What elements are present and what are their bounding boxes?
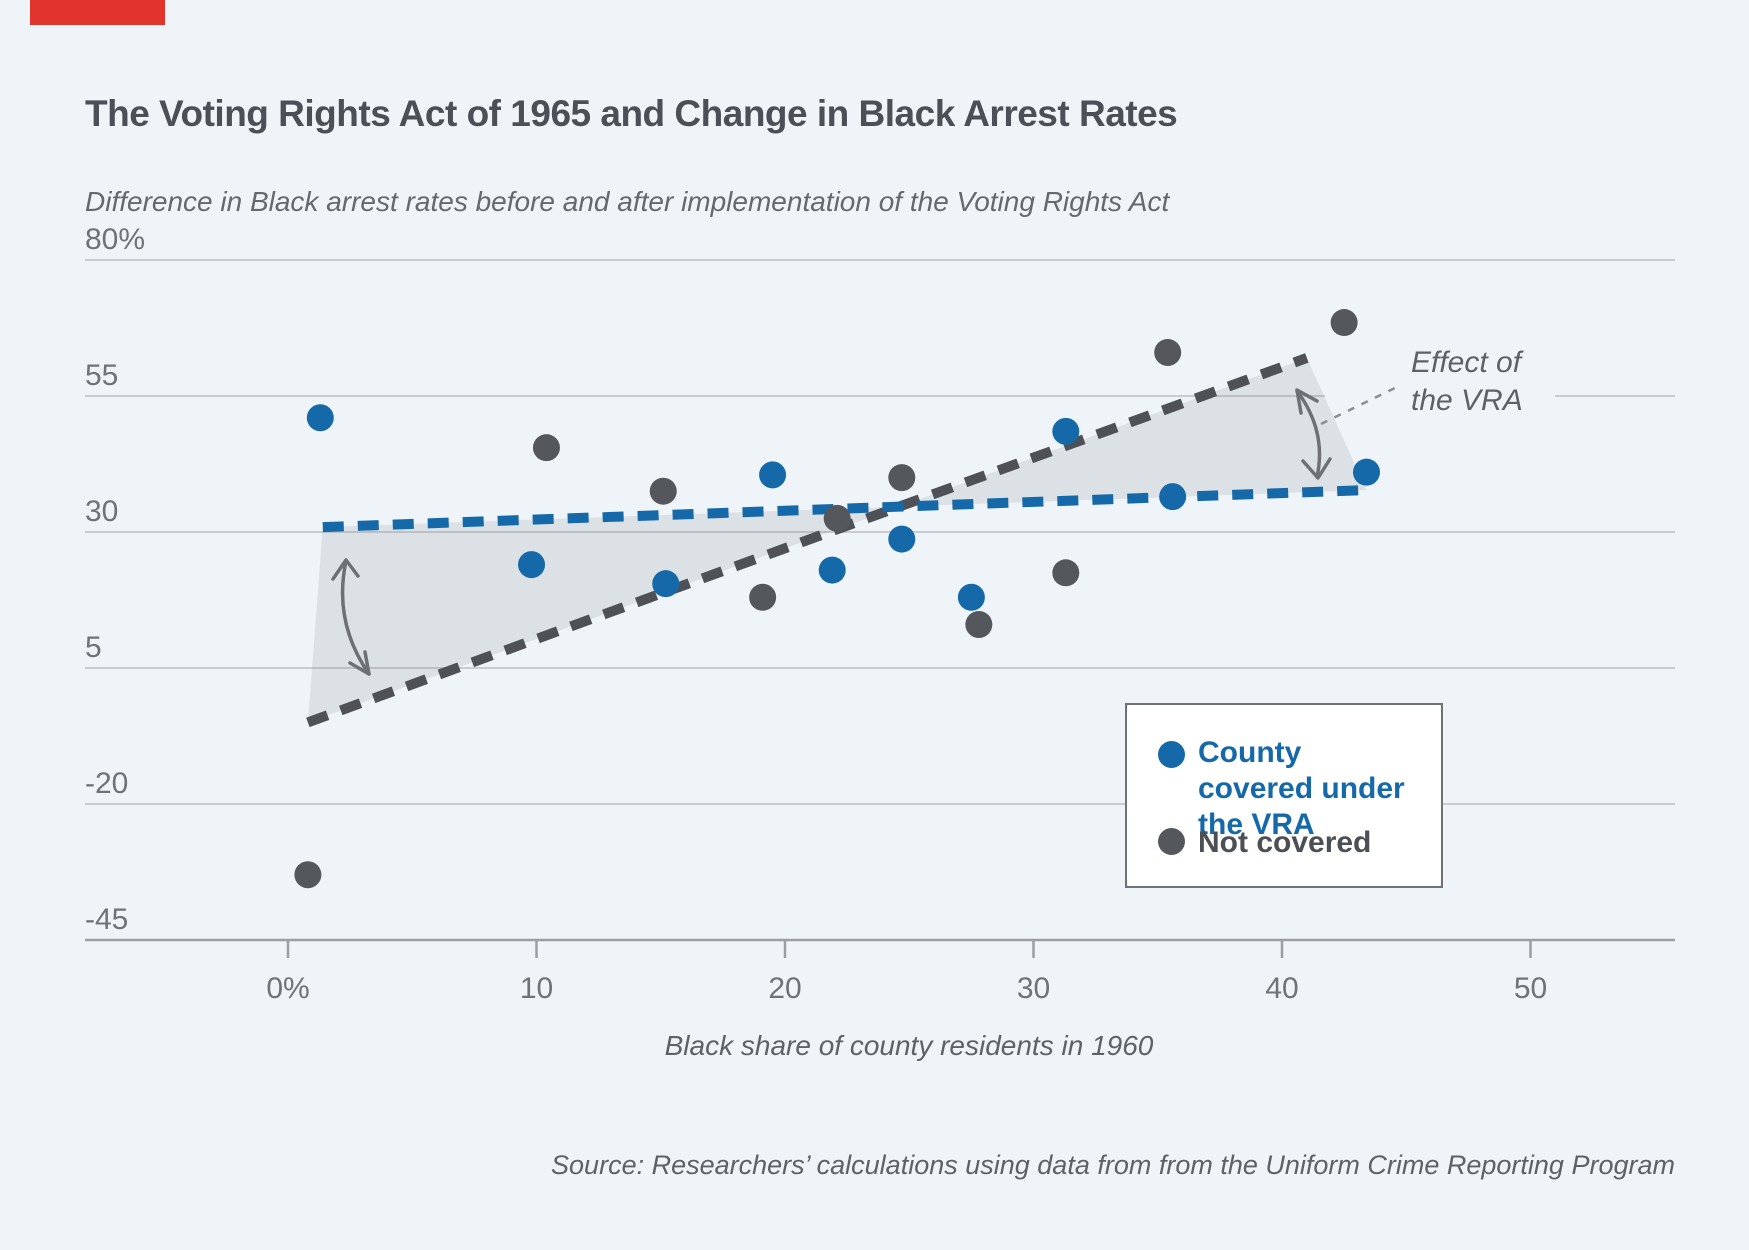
- covered-data-point: [1052, 417, 1080, 445]
- covered-dot-icon: [1158, 741, 1185, 768]
- not-covered-data-point: [1154, 338, 1182, 366]
- not-covered-data-point: [1052, 559, 1080, 587]
- x-tick-label: 10: [520, 972, 553, 1005]
- covered-data-point: [306, 404, 334, 432]
- not-covered-data-point: [294, 861, 322, 889]
- y-tick-label: 5: [85, 631, 102, 664]
- covered-data-point: [652, 570, 680, 598]
- covered-data-point: [518, 551, 546, 579]
- not-covered-data-point: [823, 504, 851, 532]
- source-credit: Source: Researchers’ calculations using …: [551, 1150, 1675, 1180]
- nber-red-accent-bar: [30, 0, 165, 25]
- left-gap-arrow-head-bottom: [348, 650, 371, 676]
- x-tick-label: 50: [1514, 972, 1547, 1005]
- covered-data-point: [957, 583, 985, 611]
- x-tick-label: 0%: [266, 972, 309, 1005]
- x-tick-label: 40: [1265, 972, 1298, 1005]
- legend-not-covered-label: Not covered: [1198, 826, 1372, 859]
- x-tick-label: 30: [1017, 972, 1050, 1005]
- covered-data-point: [1159, 483, 1187, 511]
- y-tick-label: -45: [85, 903, 128, 936]
- not-covered-data-point: [1330, 309, 1358, 337]
- effect-of-vra-annotation: Effect of the VRA: [1405, 344, 1555, 424]
- trend-wedge: [307, 357, 1367, 723]
- legend-covered-label: County covered under the VRA: [1198, 736, 1405, 841]
- covered-data-point: [1352, 458, 1380, 486]
- legend-item-not-covered: Not covered: [1158, 825, 1418, 861]
- left-gap-arrow: [340, 559, 371, 676]
- right-gap-arrow-head-bottom: [1301, 457, 1332, 480]
- y-tick-label: 55: [85, 359, 118, 392]
- covered-data-point: [888, 525, 916, 553]
- chart-subtitle: Difference in Black arrest rates before …: [85, 186, 1170, 217]
- annotation-line-2: the VRA: [1411, 384, 1523, 417]
- y-tick-label: 80%: [85, 223, 145, 256]
- legend-box: County covered under the VRA Not covered: [1125, 703, 1443, 888]
- not-covered-data-point: [749, 583, 777, 611]
- y-tick-label: -20: [85, 767, 128, 800]
- not-covered-dot-icon: [1158, 828, 1185, 855]
- legend-item-covered: County covered under the VRA: [1158, 735, 1418, 843]
- x-axis-label: Black share of county residents in 1960: [664, 1030, 1154, 1061]
- covered-data-point: [818, 556, 846, 584]
- chart-title: The Voting Rights Act of 1965 and Change…: [85, 92, 1178, 134]
- annotation-line-1: Effect of: [1411, 346, 1522, 379]
- not-covered-data-point: [532, 434, 560, 462]
- x-tick-label: 20: [768, 972, 801, 1005]
- left-gap-arrow-head-top: [331, 558, 360, 581]
- trend-line-not-covered: [306, 353, 1309, 728]
- y-tick-label: 30: [85, 495, 118, 528]
- not-covered-data-point: [965, 610, 993, 638]
- right-gap-arrow: [1295, 389, 1322, 479]
- not-covered-data-point: [888, 464, 916, 492]
- right-gap-arrow-head-top: [1295, 388, 1319, 415]
- covered-data-point: [759, 461, 787, 489]
- not-covered-data-point: [649, 477, 677, 505]
